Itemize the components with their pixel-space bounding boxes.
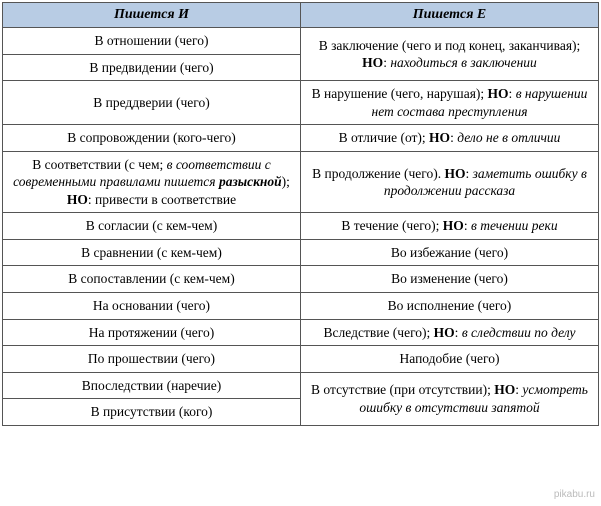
cell-right: В отличие (от); НО: дело не в отличии <box>301 125 599 152</box>
header-right: Пишется Е <box>301 3 599 28</box>
cell-right: В продолжение (чего). НО: заметить ошибк… <box>301 151 599 213</box>
watermark: pikabu.ru <box>554 489 595 500</box>
cell-right: Вследствие (чего); НО: в следствии по де… <box>301 319 599 346</box>
table-row: В отношении (чего) В заключение (чего и … <box>3 28 599 55</box>
grammar-table: Пишется И Пишется Е В отношении (чего) В… <box>2 2 599 426</box>
cell-left: На основании (чего) <box>3 293 301 320</box>
cell-right: В течение (чего); НО: в течении реки <box>301 213 599 240</box>
header-left: Пишется И <box>3 3 301 28</box>
cell-left: На протяжении (чего) <box>3 319 301 346</box>
cell-left: В сравнении (с кем-чем) <box>3 239 301 266</box>
table-row: На основании (чего) Во исполнение (чего) <box>3 293 599 320</box>
cell-right: В нарушение (чего, нарушая); НО: в наруш… <box>301 81 599 125</box>
cell-left: В согласии (с кем-чем) <box>3 213 301 240</box>
table-row: В сопоставлении (с кем-чем) Во изменение… <box>3 266 599 293</box>
table-row: В согласии (с кем-чем) В течение (чего);… <box>3 213 599 240</box>
cell-left: В присутствии (кого) <box>3 399 301 426</box>
cell-right: В заключение (чего и под конец, заканчив… <box>301 28 599 81</box>
cell-right: Наподобие (чего) <box>301 346 599 373</box>
cell-left: В сопоставлении (с кем-чем) <box>3 266 301 293</box>
cell-left: В предвидении (чего) <box>3 54 301 81</box>
header-row: Пишется И Пишется Е <box>3 3 599 28</box>
table-row: В сопровождении (кого-чего) В отличие (о… <box>3 125 599 152</box>
cell-right: Во исполнение (чего) <box>301 293 599 320</box>
cell-left: В сопровождении (кого-чего) <box>3 125 301 152</box>
table-row: Впоследствии (наречие) В отсутствие (при… <box>3 372 599 399</box>
cell-left: В преддверии (чего) <box>3 81 301 125</box>
cell-right: Во изменение (чего) <box>301 266 599 293</box>
cell-left: В соответствии (с чем; в соответствии с … <box>3 151 301 213</box>
cell-left: В отношении (чего) <box>3 28 301 55</box>
cell-left: По прошествии (чего) <box>3 346 301 373</box>
table-row: На протяжении (чего) Вследствие (чего); … <box>3 319 599 346</box>
table-row: В преддверии (чего) В нарушение (чего, н… <box>3 81 599 125</box>
cell-right: В отсутствие (при отсутствии); НО: усмот… <box>301 372 599 425</box>
table-row: По прошествии (чего) Наподобие (чего) <box>3 346 599 373</box>
cell-right: Во избежание (чего) <box>301 239 599 266</box>
table-row: В сравнении (с кем-чем) Во избежание (че… <box>3 239 599 266</box>
cell-left: Впоследствии (наречие) <box>3 372 301 399</box>
